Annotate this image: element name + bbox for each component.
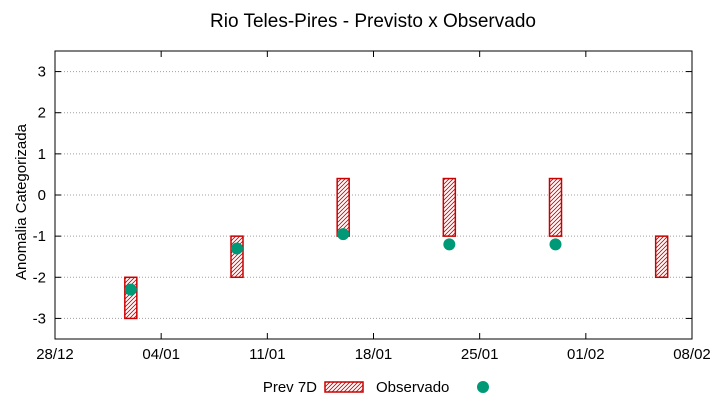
grid [55, 71, 692, 319]
prev-range-bar [336, 177, 350, 237]
x-tick-label: 01/02 [567, 346, 605, 363]
legend-swatch-prev [324, 381, 364, 393]
x-tick-label: 18/01 [355, 346, 393, 363]
observed-point [337, 228, 350, 241]
observed-point [124, 283, 137, 296]
x-tick-label: 28/12 [36, 346, 74, 363]
prev-range-bar [230, 235, 244, 279]
y-tick-label: -3 [33, 310, 46, 327]
legend: Prev 7D Observado [263, 379, 489, 396]
y-tick-label: 1 [38, 146, 46, 163]
x-tick-label: 08/02 [673, 346, 711, 363]
observed-point [231, 242, 243, 255]
prev-range-bar [124, 276, 138, 320]
legend-label-observed: Observado [376, 379, 449, 396]
y-axis-label: Anomalia Categorizada [13, 123, 30, 280]
x-tick-label: 25/01 [461, 346, 499, 363]
observed-point [549, 238, 562, 251]
x-tick-label: 11/01 [249, 346, 285, 363]
y-tick-label: 3 [38, 64, 46, 81]
axes: -3 -2 -1 0 1 2 3 28/12 04/01 11/01 18/01 25/01 01/02… [33, 50, 711, 363]
y-tick-label: 2 [38, 105, 46, 122]
y-tick-label: 0 [38, 187, 46, 204]
prev-range-bar [442, 177, 457, 237]
prev-range-bar [548, 177, 563, 237]
x-tick-label: 04/01 [142, 346, 180, 363]
observed-point [443, 238, 456, 251]
y-tick-label: -1 [33, 228, 46, 245]
y-tick-label: -2 [33, 269, 46, 286]
marks [124, 177, 669, 320]
legend-label-prev: Prev 7D [263, 379, 317, 396]
chart-title: Rio Teles-Pires - Previsto x Observado [210, 11, 536, 32]
prev-range-bar [654, 235, 669, 279]
legend-swatch-observed [477, 381, 489, 393]
